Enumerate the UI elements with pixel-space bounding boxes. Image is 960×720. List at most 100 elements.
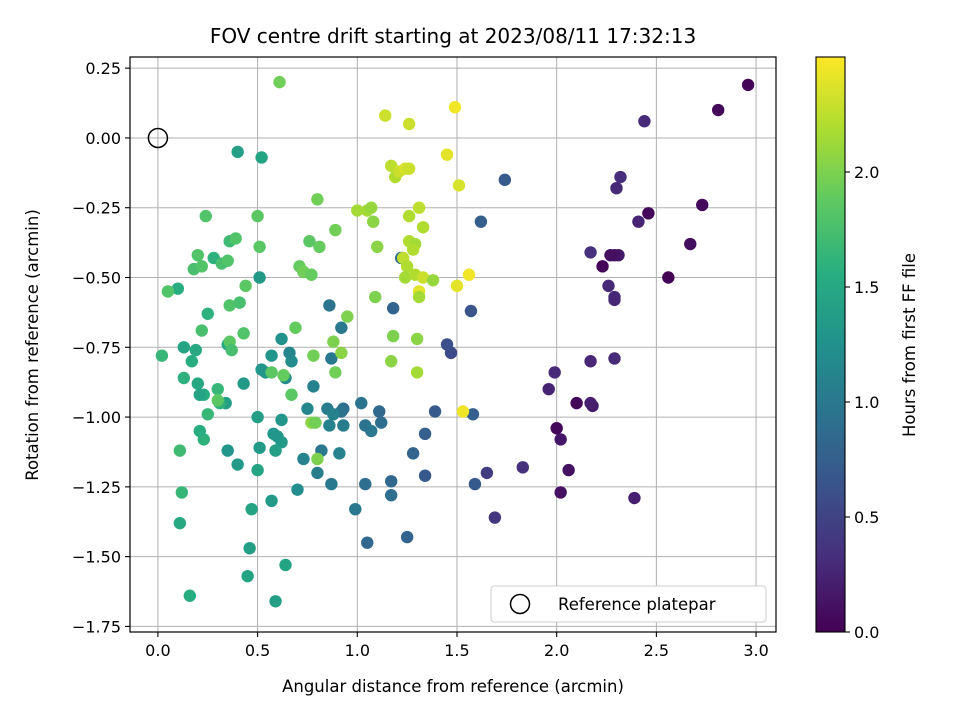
y-axis-label: Rotation from reference (arcmin) (23, 209, 42, 481)
data-point (684, 237, 697, 251)
data-point (349, 502, 362, 516)
y-tick-label: −1.25 (72, 478, 121, 497)
data-point (373, 405, 386, 418)
data-point (406, 243, 420, 256)
data-point (426, 274, 440, 287)
data-point (367, 215, 380, 228)
data-point (303, 235, 316, 248)
y-tick-label: −0.75 (72, 338, 121, 357)
data-point (604, 248, 617, 262)
data-point (329, 366, 342, 379)
data-point (325, 352, 338, 365)
data-point (255, 151, 268, 164)
data-point (341, 310, 354, 323)
data-point (171, 282, 185, 295)
data-point (253, 271, 266, 284)
data-point (255, 363, 268, 376)
data-point (412, 290, 426, 304)
data-point (379, 109, 392, 122)
x-axis-label: Angular distance from reference (arcmin) (282, 677, 624, 696)
data-point (337, 419, 350, 432)
data-point (638, 114, 651, 128)
data-point (243, 542, 256, 555)
x-tick-label: 2.5 (644, 641, 669, 660)
data-point (452, 179, 466, 192)
data-point (309, 416, 322, 429)
data-point (173, 444, 187, 457)
x-axis-ticks: 0.0 0.5 1.0 1.5 2.0 2.5 3.0 (145, 632, 769, 660)
data-point (231, 458, 244, 471)
data-point (195, 324, 208, 337)
data-point (711, 103, 725, 117)
data-point (608, 293, 621, 307)
data-point (410, 332, 424, 346)
data-point (596, 260, 609, 273)
data-point (418, 469, 432, 482)
colorbar-tick-label: 1.5 (854, 278, 879, 297)
data-point (554, 486, 567, 499)
data-point (265, 494, 278, 508)
y-axis-ticks: 0.25 0.00 −0.25 −0.50 −0.75 −1.00 −1.25 −1.50 −1… (72, 59, 130, 636)
data-point (275, 413, 288, 427)
legend-label: Reference platepar (558, 595, 716, 614)
data-point (275, 332, 288, 346)
chart-title: FOV centre drift starting at 2023/08/11 … (210, 24, 696, 48)
data-point (335, 346, 348, 360)
data-point (440, 148, 454, 161)
data-point (327, 335, 340, 348)
data-point (584, 246, 597, 259)
data-point (233, 296, 246, 309)
data-point (185, 355, 199, 368)
y-tick-label: −1.75 (72, 617, 121, 636)
y-tick-label: 0.25 (85, 59, 121, 78)
data-point (251, 463, 264, 477)
data-point (231, 145, 244, 159)
data-point (201, 408, 214, 421)
data-point (289, 321, 302, 334)
data-point (402, 209, 416, 223)
data-point (291, 483, 304, 496)
data-point (448, 101, 462, 114)
data-point (223, 299, 236, 312)
data-point (177, 341, 191, 354)
data-point (450, 279, 464, 293)
data-point (400, 530, 414, 544)
colorbar-tick-label: 0.0 (854, 623, 879, 642)
data-point (610, 181, 623, 195)
data-point (632, 215, 645, 228)
data-point (307, 349, 320, 362)
reference-marker (147, 127, 169, 149)
data-point (183, 589, 197, 602)
data-point (361, 536, 374, 549)
data-point (406, 447, 420, 460)
data-point (325, 477, 338, 491)
data-point (311, 193, 324, 206)
data-point (191, 377, 204, 390)
data-point (239, 279, 252, 293)
data-point (199, 209, 212, 223)
data-point (468, 477, 482, 491)
data-point (428, 405, 442, 418)
y-tick-label: −1.00 (72, 408, 121, 427)
data-point (323, 299, 336, 312)
colorbar-tick-label: 2.0 (854, 163, 879, 182)
data-point (305, 268, 318, 281)
colorbar-label: Hours from first FF file (900, 253, 919, 437)
data-point (333, 447, 346, 460)
data-point (323, 419, 336, 432)
y-tick-label: −0.25 (72, 199, 121, 218)
data-point (359, 477, 372, 491)
data-point (193, 388, 206, 401)
data-point (371, 240, 384, 254)
data-point (269, 444, 282, 457)
data-point (365, 424, 378, 438)
data-point (440, 338, 454, 351)
data-point (386, 302, 400, 315)
x-tick-label: 2.0 (544, 641, 569, 660)
data-point (398, 271, 412, 284)
data-point (155, 349, 169, 362)
data-point (327, 408, 340, 421)
data-point (462, 268, 476, 281)
data-point (211, 394, 224, 407)
data-point (189, 343, 202, 357)
